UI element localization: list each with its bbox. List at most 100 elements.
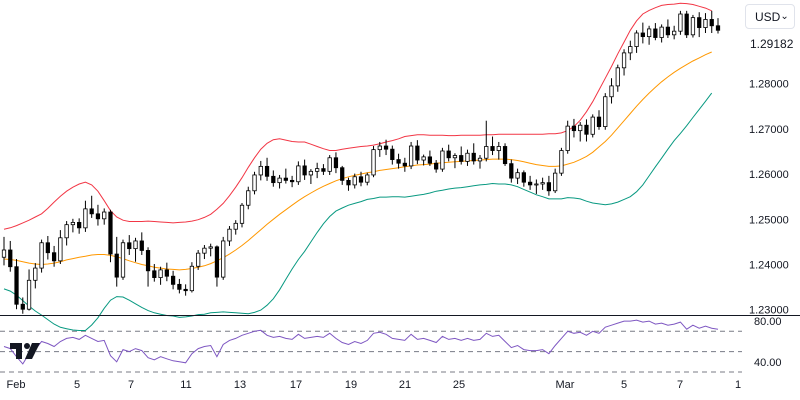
candle (665, 19, 671, 38)
candle-body (703, 19, 708, 28)
candle (421, 154, 426, 166)
candle (127, 235, 132, 255)
candle (621, 49, 627, 76)
candle (565, 120, 570, 154)
candle-body (452, 155, 458, 159)
candle-body (346, 179, 351, 186)
candle (239, 202, 245, 228)
candle (634, 30, 639, 53)
candle (383, 139, 389, 156)
candle (177, 278, 182, 294)
candle-body (365, 174, 370, 183)
candle-body (540, 182, 545, 185)
candle-body (521, 172, 526, 183)
candle-body (145, 250, 151, 272)
candle-body (308, 170, 314, 176)
currency-selector[interactable]: USD ⌄ (745, 4, 795, 29)
candle-body (289, 179, 295, 183)
candle-body (659, 26, 664, 38)
candle-body (534, 183, 539, 186)
candle-body (327, 157, 332, 172)
candle (296, 161, 301, 185)
candle (95, 204, 101, 226)
candle-body (152, 270, 157, 278)
candle-body (196, 252, 201, 267)
candle (415, 140, 420, 165)
candle-body (715, 25, 721, 31)
candle (709, 10, 714, 34)
rsi-line (3, 319, 719, 365)
candle (327, 155, 332, 175)
candle-body (170, 275, 176, 285)
candle-body (603, 96, 608, 127)
candle (659, 24, 664, 43)
candle (571, 118, 577, 138)
candle (465, 149, 470, 166)
candle (440, 147, 445, 172)
candle-body (20, 303, 25, 310)
candle-body (315, 168, 320, 172)
candle-body (177, 283, 182, 290)
candle-body (621, 52, 627, 69)
candle (233, 220, 238, 235)
candle (684, 10, 689, 38)
time-tick-label: 17 (290, 379, 302, 391)
candle-body (690, 17, 696, 36)
candle-body (484, 146, 489, 159)
candle (33, 263, 38, 289)
candle-body (515, 172, 520, 179)
candlestick-series (1, 10, 721, 314)
candle (246, 186, 251, 210)
candle (346, 177, 351, 191)
time-tick-label: 19 (345, 379, 357, 391)
time-tick-label: 1 (735, 379, 741, 391)
candle-body (571, 125, 577, 132)
candle-body (565, 125, 570, 151)
candle (484, 120, 489, 162)
candle (502, 143, 508, 166)
candle (434, 160, 439, 173)
candle (471, 143, 476, 165)
candle (628, 40, 633, 61)
candle-body (596, 116, 602, 127)
candle-body (465, 152, 470, 162)
candle-body (590, 116, 595, 135)
candle-body (221, 240, 226, 278)
time-tick-label: 13 (234, 379, 246, 391)
candle-body (296, 165, 301, 183)
candle-body (471, 152, 476, 162)
candle-body (83, 208, 88, 229)
candle-body (427, 156, 433, 164)
candle (396, 153, 401, 169)
time-tick-label: 11 (180, 379, 191, 391)
candle (20, 297, 25, 314)
candle-body (396, 159, 401, 164)
candle (371, 146, 376, 178)
candle (703, 13, 708, 34)
candle (315, 162, 320, 179)
candle-body (634, 32, 639, 47)
rsi-axis: 80.00 40.00 (754, 316, 782, 369)
candle (89, 195, 94, 218)
candle-body (628, 46, 633, 54)
candle (302, 159, 307, 180)
candle-body (89, 208, 94, 215)
candle-body (358, 176, 364, 183)
candle (615, 64, 620, 92)
candle-body (64, 224, 69, 239)
candle (402, 157, 407, 172)
rsi-series (3, 319, 719, 365)
candle-body (302, 165, 307, 176)
candle-body (127, 242, 132, 250)
candle-body (377, 145, 382, 151)
candle (196, 249, 201, 270)
last-price-label: 1.29182 (742, 35, 800, 53)
candle-body (102, 211, 107, 220)
candle (333, 152, 339, 174)
candle-body (653, 28, 658, 38)
bollinger-upper (3, 2, 712, 230)
candle (534, 179, 539, 194)
price-tick-label: 1.26000 (749, 169, 789, 181)
time-tick-label: 7 (128, 379, 134, 391)
